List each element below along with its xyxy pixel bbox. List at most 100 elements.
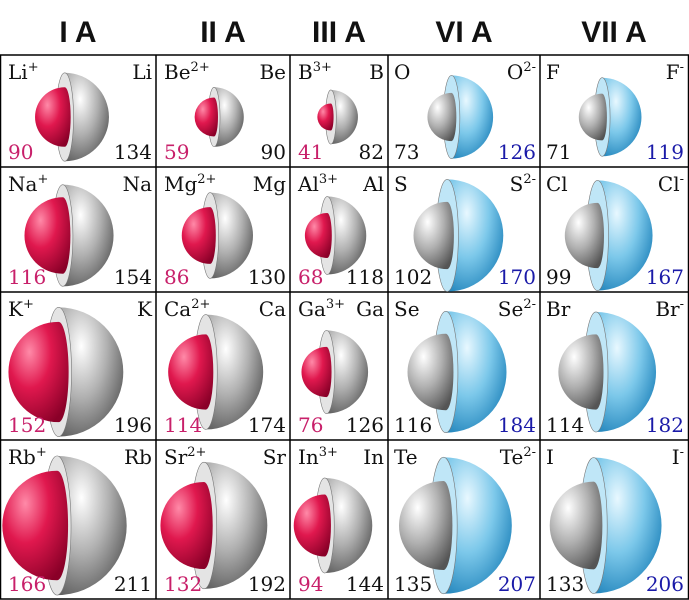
element-label: Te	[394, 445, 418, 469]
element-symbol: F	[546, 60, 560, 84]
atom-sphere-shell	[58, 307, 124, 437]
element-label: Ca	[259, 297, 286, 321]
ion-radius: 170	[498, 265, 536, 289]
atom-sphere-shell	[57, 455, 127, 596]
element-label: Sr	[263, 445, 287, 469]
atom-radius: 71	[546, 140, 571, 164]
ion-charge: 3+	[319, 445, 338, 460]
atom-radius: 154	[114, 265, 152, 289]
element-symbol: Te	[500, 445, 524, 469]
ion-sphere	[160, 481, 213, 570]
ion-radius: 184	[498, 413, 536, 437]
ion-charge: 3+	[319, 172, 338, 187]
element-label: In3+	[298, 445, 338, 469]
element-symbol: Sr	[263, 445, 287, 469]
element-symbol: K	[8, 297, 24, 321]
ion-radius: 167	[646, 265, 684, 289]
element-label: Ga3+	[298, 297, 345, 321]
element-symbol: Cl	[658, 172, 680, 196]
element-symbol: In	[363, 445, 384, 469]
element-symbol: Na	[8, 172, 38, 196]
ion-radius: 182	[646, 413, 684, 437]
ion-charge: 2+	[197, 172, 216, 187]
element-label: Rb	[124, 445, 152, 469]
element-symbol: Br	[655, 297, 680, 321]
ion-sphere	[304, 213, 332, 258]
ion-sphere-shell	[602, 77, 642, 157]
element-label: S2-	[510, 172, 536, 196]
element-symbol: O	[507, 60, 523, 84]
column-header: II A	[200, 16, 246, 49]
ion-sphere	[317, 103, 334, 131]
atom-sphere-shell	[326, 330, 369, 414]
ion-radius: 166	[8, 572, 46, 596]
element-symbol: K	[137, 297, 153, 321]
atom-radius: 99	[546, 265, 571, 289]
atom-sphere-shell	[324, 477, 373, 574]
element-symbol: B	[369, 60, 384, 84]
atom-radius: 114	[546, 413, 584, 437]
ion-charge: -	[680, 297, 684, 312]
atom-radius: 135	[394, 572, 432, 596]
ion-sphere-shell	[445, 311, 507, 433]
element-symbol: Al	[362, 172, 384, 196]
atom-radius: 116	[394, 413, 432, 437]
atom-radius: 82	[359, 140, 384, 164]
element-symbol: O	[394, 60, 410, 84]
element-label: Al	[362, 172, 384, 196]
atom-radius: 134	[114, 140, 152, 164]
atom-sphere-shell	[205, 314, 264, 430]
ion-sphere-shell	[447, 179, 504, 292]
element-label: I-	[672, 445, 684, 469]
ion-sphere	[293, 494, 331, 557]
element-symbol: Ca	[259, 297, 286, 321]
ion-charge: 3+	[326, 297, 345, 312]
element-symbol: Al	[297, 172, 319, 196]
element-symbol: Ga	[356, 297, 384, 321]
element-label: Cl-	[658, 172, 684, 196]
element-label: Rb+	[8, 445, 47, 469]
ion-charge: 2-	[523, 60, 536, 75]
element-label: Na	[123, 172, 153, 196]
element-symbol: Mg	[253, 172, 286, 196]
atom-sphere	[578, 93, 607, 141]
atom-radius: 192	[248, 572, 286, 596]
atom-radius: 130	[248, 265, 286, 289]
atom-radius: 211	[114, 572, 152, 596]
ion-sphere	[194, 97, 218, 137]
element-label: Li+	[8, 60, 39, 84]
element-label: Ga	[356, 297, 384, 321]
element-label: Se2-	[498, 297, 536, 321]
element-label: Al3+	[297, 172, 338, 196]
ion-charge: -	[680, 445, 684, 460]
element-symbol: In	[298, 445, 319, 469]
element-label: Cl	[546, 172, 568, 196]
atom-sphere	[564, 202, 605, 269]
element-symbol: Br	[546, 297, 571, 321]
atom-radius: 144	[346, 572, 384, 596]
element-label: In	[363, 445, 384, 469]
element-symbol: F	[666, 60, 680, 84]
element-symbol: Cl	[546, 172, 568, 196]
ion-sphere-shell	[597, 180, 653, 291]
element-symbol: Na	[123, 172, 153, 196]
element-label: Be2+	[164, 60, 210, 84]
ion-charge: 2+	[187, 445, 206, 460]
atom-sphere-shell	[203, 462, 268, 589]
ion-charge: -	[680, 60, 684, 75]
ion-charge: 2-	[523, 445, 536, 460]
element-symbol: Be	[164, 60, 191, 84]
ion-sphere-shell	[595, 311, 657, 433]
ion-radius: 41	[298, 140, 323, 164]
ion-radius: 126	[498, 140, 536, 164]
element-label: F-	[666, 60, 684, 84]
element-symbol: S	[510, 172, 524, 196]
element-label: Mg2+	[164, 172, 216, 196]
ion-radius: 76	[298, 413, 323, 437]
element-symbol: Se	[394, 297, 420, 321]
ion-sphere-shell	[443, 457, 512, 594]
ion-sphere	[301, 346, 332, 398]
ion-sphere	[2, 470, 69, 581]
